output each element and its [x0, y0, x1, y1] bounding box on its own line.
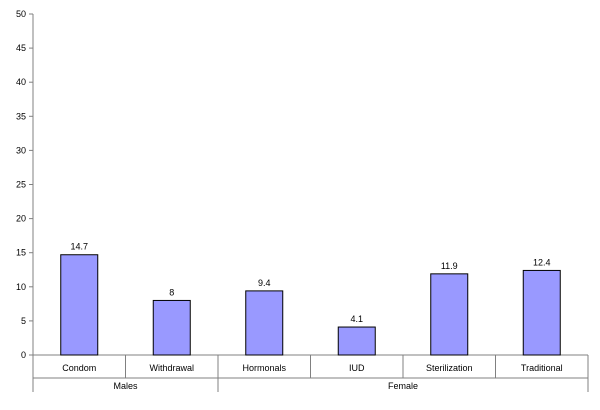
category-label: Hormonals: [242, 363, 286, 373]
y-tick-label: 25: [16, 180, 26, 190]
data-label: 8: [169, 287, 174, 297]
y-tick-label: 0: [21, 350, 26, 360]
data-labels: 14.7 8 9.4 4.1 11.9 12.4: [70, 242, 550, 324]
bar-withdrawal: [152, 299, 191, 356]
data-label: 4.1: [350, 314, 363, 324]
y-tick-label: 15: [16, 248, 26, 258]
y-tick-label: 40: [16, 77, 26, 87]
data-label: 14.7: [70, 242, 88, 252]
category-label: Sterilization: [426, 363, 473, 373]
y-tick-label: 45: [16, 43, 26, 53]
group-label-female: Female: [388, 381, 418, 391]
group-labels: Males Female: [113, 381, 418, 391]
category-label: Traditional: [521, 363, 563, 373]
data-label: 12.4: [533, 257, 551, 267]
bar-traditional: [522, 269, 561, 356]
bar-sterilization: [430, 273, 469, 356]
y-tick-label: 35: [16, 111, 26, 121]
group-label-males: Males: [113, 381, 138, 391]
bar-hormonals: [245, 290, 284, 356]
bar-condom: [60, 254, 99, 356]
category-label: Withdrawal: [149, 363, 194, 373]
y-tick-label: 20: [16, 214, 26, 224]
y-tick-label: 30: [16, 145, 26, 155]
y-tick-label: 5: [21, 316, 26, 326]
y-tick-label: 10: [16, 282, 26, 292]
x-axis: [32, 354, 589, 392]
category-labels: Condom Withdrawal Hormonals IUD Sterilizatio…: [62, 363, 562, 373]
data-label: 9.4: [258, 278, 271, 288]
bars: [60, 254, 561, 356]
category-label: IUD: [349, 363, 365, 373]
category-label: Condom: [62, 363, 96, 373]
bar-iud: [337, 326, 376, 356]
y-axis: 0 5 10 15 20 25 30 35 40 45 50: [16, 9, 34, 360]
y-tick-label: 50: [16, 9, 26, 19]
data-label: 11.9: [441, 261, 458, 271]
